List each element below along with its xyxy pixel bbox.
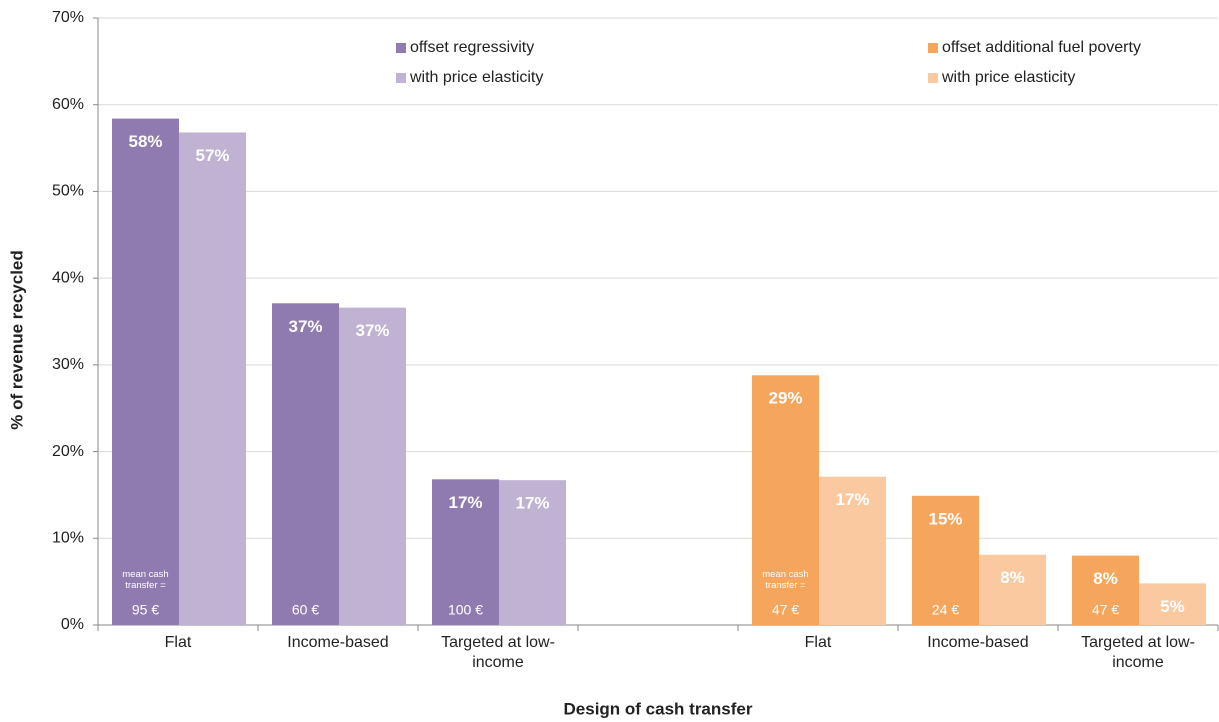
bar (1139, 583, 1206, 625)
x-tick-label-box: Income-based (927, 634, 1029, 651)
value-label: 8% (1093, 569, 1118, 588)
legend-swatch (928, 73, 938, 83)
cash-transfer-note-box: mean cash transfer = (762, 569, 809, 591)
x-tick-label: Flat (804, 634, 832, 651)
cash-transfer-label: 24 € (932, 602, 959, 618)
bar (112, 118, 179, 626)
legend-label: offset regressivity (410, 39, 534, 56)
bar (179, 132, 246, 625)
bar (912, 495, 979, 625)
x-tick-label-box: Targeted at low-income (1081, 634, 1195, 671)
y-tick-label: 30% (52, 356, 84, 373)
y-tick-label: 0% (61, 616, 84, 633)
cash-transfer-label: 100 € (448, 602, 483, 618)
y-axis-title: % of revenue recycled (7, 250, 26, 430)
x-tick-label-box: Flat (804, 634, 832, 651)
bar (819, 476, 886, 625)
value-label: 37% (355, 321, 389, 340)
bar (339, 307, 406, 625)
legend-label: with price elasticity (941, 69, 1075, 86)
bar (979, 554, 1046, 625)
x-tick-label: Income-based (927, 634, 1029, 651)
value-label: 5% (1160, 597, 1185, 616)
legend-swatch (928, 43, 938, 53)
x-tick-label: Income-based (287, 634, 389, 651)
bar (499, 480, 566, 625)
value-label: 58% (128, 132, 162, 151)
cash-transfer-note-box: mean cash transfer = (122, 569, 169, 591)
bar (272, 303, 339, 625)
cash-transfer-note: mean cash transfer = (122, 569, 169, 591)
value-label: 8% (1000, 568, 1025, 587)
bar (432, 479, 499, 625)
x-tick-label: Flat (164, 634, 192, 651)
cash-transfer-label: 47 € (1092, 602, 1119, 618)
x-tick-label-box: Income-based (287, 634, 389, 651)
y-tick-label: 20% (52, 443, 84, 460)
cash-transfer-note: mean cash transfer = (762, 569, 809, 591)
bar (1072, 555, 1139, 625)
legend-swatch (396, 73, 406, 83)
value-label: 37% (288, 317, 322, 336)
x-tick-label: Targeted at low-income (441, 634, 555, 671)
cash-transfer-label: 60 € (292, 602, 319, 618)
x-axis-title: Design of cash transfer (564, 699, 753, 718)
y-tick-label: 40% (52, 269, 84, 286)
y-tick-label: 50% (52, 183, 84, 200)
y-tick-label: 60% (52, 96, 84, 113)
x-tick-label: Targeted at low-income (1081, 634, 1195, 671)
x-tick-label-box: Targeted at low-income (441, 634, 555, 671)
value-label: 29% (768, 389, 802, 408)
value-label: 17% (515, 494, 549, 513)
legend-label: with price elasticity (409, 69, 543, 86)
cash-transfer-label: 95 € (132, 602, 159, 618)
value-label: 15% (928, 509, 962, 528)
value-label: 17% (448, 493, 482, 512)
y-tick-label: 10% (52, 530, 84, 547)
legend-swatch (396, 43, 406, 53)
value-label: 17% (835, 490, 869, 509)
bar (752, 375, 819, 625)
x-tick-label-box: Flat (164, 634, 192, 651)
cash-transfer-label: 47 € (772, 602, 799, 618)
legend-label: offset additional fuel poverty (942, 39, 1141, 56)
y-tick-label: 70% (52, 9, 84, 26)
value-label: 57% (195, 146, 229, 165)
